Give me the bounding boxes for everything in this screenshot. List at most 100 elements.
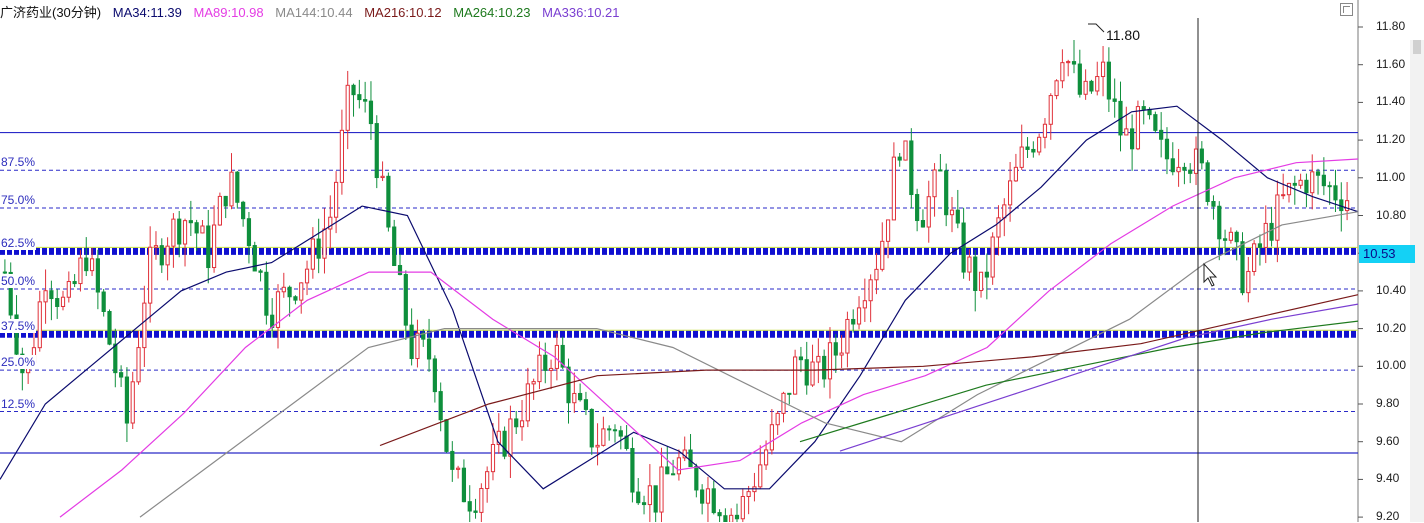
candle-body [1292, 182, 1297, 186]
candle-body [566, 366, 571, 404]
candle-body [1286, 182, 1292, 196]
candle-body [1298, 179, 1303, 186]
candle-body [833, 342, 838, 356]
candle-body [444, 419, 449, 452]
candle-body [1228, 231, 1233, 241]
price-tick-label: 10.40 [1376, 282, 1407, 297]
fib-label: 37.5% [0, 319, 37, 334]
candle-body [1042, 123, 1048, 138]
candle-body [793, 356, 798, 395]
price-tick-label: 11.00 [1376, 169, 1406, 184]
candle-body [188, 220, 193, 224]
candle-body [49, 290, 54, 300]
candle-body [775, 412, 780, 426]
candle-body [380, 175, 385, 179]
candle-body [72, 281, 77, 285]
candle-body [66, 281, 71, 298]
candle-body [595, 444, 600, 448]
candle-body [891, 156, 896, 221]
candle-body [1211, 200, 1216, 207]
candle-body [37, 301, 42, 349]
candle-body [107, 310, 112, 345]
candle-body [688, 449, 693, 467]
price-tick-label: 11.80 [1376, 19, 1406, 33]
candle-body [1234, 231, 1239, 243]
candle-body [1054, 80, 1059, 97]
candle-body [142, 302, 147, 349]
candle-body [1344, 200, 1350, 212]
candle-body [113, 343, 118, 374]
candle-body [438, 391, 443, 421]
candle-body [293, 296, 298, 301]
candle-body [508, 418, 513, 457]
candle-body [810, 361, 815, 386]
candle-body [1205, 162, 1210, 202]
candle-body [659, 466, 664, 513]
candle-body [572, 392, 577, 404]
candle-body [1199, 148, 1204, 164]
candle-body [1188, 169, 1193, 174]
high-marker [1088, 23, 1105, 33]
candle-body [560, 344, 565, 368]
candle-body [84, 257, 89, 272]
candle-body [322, 228, 327, 259]
candle-body [717, 512, 722, 517]
candle-body [351, 84, 356, 96]
price-tick-label: 9.80 [1376, 396, 1400, 410]
candle-body [816, 355, 821, 363]
candle-body [235, 171, 240, 203]
candle-body [1252, 243, 1257, 272]
candle-body [392, 226, 397, 267]
window-toggle-icon[interactable] [1340, 3, 1353, 16]
candle-body [868, 279, 873, 302]
candle-body [409, 324, 414, 360]
candle-body [554, 344, 559, 369]
candle-body [264, 271, 269, 316]
candle-body [694, 465, 699, 491]
candle-body [479, 488, 484, 513]
price-tick-label: 11.60 [1376, 56, 1406, 71]
candle-body [1222, 238, 1228, 241]
candle-body [1193, 148, 1199, 174]
candle-body [8, 271, 13, 316]
candle-body [194, 222, 199, 234]
candle-body [1333, 185, 1338, 201]
candle-body [211, 224, 217, 269]
candle-body [676, 457, 682, 475]
candle-body [955, 209, 960, 224]
ma34-label: MA34:11.39 [112, 5, 182, 20]
candle-body [78, 257, 83, 285]
candle-body [1269, 222, 1274, 241]
candle-body [845, 318, 850, 354]
candle-body [607, 428, 612, 431]
candle-body [310, 238, 315, 270]
candle-body [531, 381, 536, 385]
candle-body [316, 238, 321, 259]
candle-body [1066, 61, 1071, 64]
candle-body [397, 265, 403, 276]
candle-body [909, 140, 914, 196]
candle-body [612, 429, 618, 432]
price-tick-label: 10.20 [1376, 320, 1407, 335]
candle-body [275, 291, 281, 328]
candle-body [973, 256, 978, 292]
candle-body [1089, 80, 1094, 92]
candle-body [1170, 158, 1175, 173]
candle-body [880, 240, 885, 270]
price-tick-label: 9.20 [1376, 509, 1400, 523]
candle-body [153, 245, 159, 248]
price-tick-label: 10.80 [1376, 207, 1407, 222]
candle-body [653, 485, 658, 513]
candle-body [1025, 146, 1030, 150]
price-tick-label: 10.00 [1376, 358, 1407, 373]
candle-body [932, 169, 937, 198]
candle-body [769, 424, 774, 451]
candle-body [456, 467, 461, 470]
fib-label: 50.0% [0, 274, 37, 288]
vertical-scrollbar[interactable] [1410, 40, 1424, 522]
candle-body [1037, 136, 1042, 153]
candle-body [171, 218, 176, 247]
price-tick-label: 11.40 [1376, 94, 1406, 109]
candle-body [1060, 62, 1065, 82]
